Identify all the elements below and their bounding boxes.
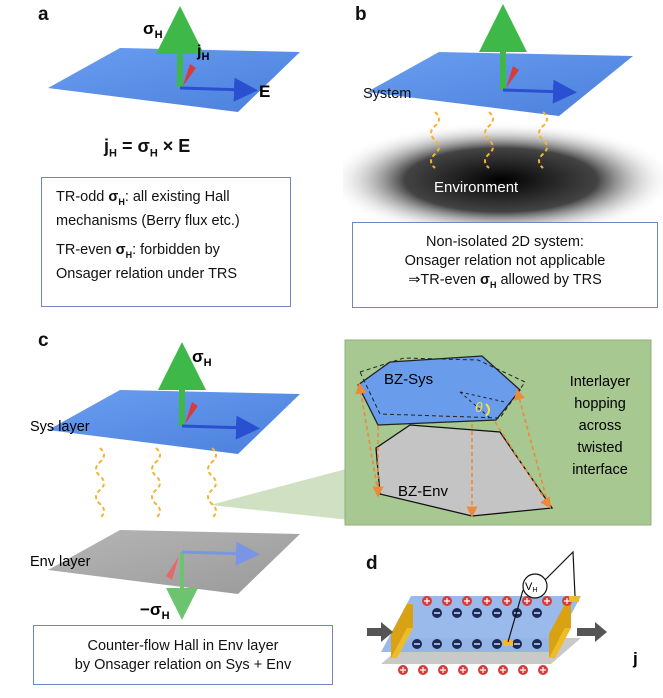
e-field-arrow — [179, 77, 258, 102]
panel-letter-a: a — [38, 4, 49, 25]
panel-a-graphic: σH jH E — [48, 6, 300, 112]
current-arrow — [183, 64, 196, 86]
svg-text:interface: interface — [572, 462, 628, 478]
voltmeter-icon — [522, 573, 548, 599]
hopping-arrows — [355, 382, 552, 518]
right-contact — [549, 628, 571, 658]
e-arrow-b — [502, 79, 577, 104]
current-out-arrow — [577, 622, 607, 642]
inset-description: Interlayer hopping across twisted interf… — [570, 374, 631, 478]
hall-equation: jH = σH × E — [104, 136, 191, 160]
current-arrow-b — [506, 66, 519, 88]
svg-text:Interlayer: Interlayer — [570, 374, 631, 390]
e-arrow-env — [181, 541, 260, 566]
hall-probe-bottom — [503, 640, 513, 646]
left-contact-face — [391, 604, 413, 658]
box-b-line2: Onsager relation not applicable — [404, 253, 606, 269]
environment-label: Environment — [434, 179, 519, 196]
left-contact — [391, 628, 413, 658]
twist-angle-lines — [459, 391, 506, 419]
charge-signs — [400, 598, 570, 673]
panel-b-graphic: System Environment — [343, 4, 663, 225]
current-label: j — [632, 649, 638, 668]
non-isolated-box: Non-isolated 2D system: Onsager relation… — [352, 222, 658, 308]
svg-text:twisted: twisted — [577, 440, 622, 456]
svg-text:hopping: hopping — [574, 396, 626, 412]
hall-device: j VH — [367, 550, 638, 675]
environment-cloud — [343, 122, 663, 225]
panel-c-graphic: σH Sys layer Env layer −σH — [30, 339, 652, 622]
tr-odd-text: TR-odd σH: all existing Hall mechanisms … — [56, 189, 240, 229]
svg-text:across: across — [579, 418, 622, 434]
hall-probe-top — [569, 596, 579, 602]
tr-box-a: TR-odd σH: all existing Hall mechanisms … — [41, 177, 291, 307]
device-sys-sheet — [381, 596, 581, 652]
box-c-line2: by Onsager relation on Sys + Env — [74, 657, 292, 673]
box-b-line1: Non-isolated 2D system: — [426, 234, 584, 250]
tr-even-text: TR-even σH: forbidden by Onsager relatio… — [56, 241, 238, 282]
e-label: E — [259, 82, 270, 101]
system-label: System — [363, 86, 411, 102]
panel-letter-b: b — [355, 4, 367, 25]
current-in-arrow — [367, 622, 393, 642]
inset-callout — [210, 468, 350, 520]
current-arrow-c — [185, 402, 198, 424]
counter-current-arrow — [166, 556, 179, 580]
sigma-label: σH — [143, 19, 163, 41]
neg-sigma-label: −σH — [140, 600, 170, 622]
box-b-line3: ⇒TR-even σH allowed by TRS — [408, 272, 602, 290]
env-layer-label: Env layer — [30, 554, 91, 570]
e-arrow-c — [181, 415, 260, 440]
bz-sys-label: BZ-Sys — [384, 371, 433, 388]
panel-letter-c: c — [38, 330, 49, 351]
theta-arc-icon — [485, 403, 490, 417]
counter-flow-box: Counter-flow Hall in Env layer by Onsage… — [33, 625, 333, 685]
bz-env-label: BZ-Env — [398, 483, 449, 500]
sys-layer-label: Sys layer — [30, 419, 90, 435]
box-c-line1: Counter-flow Hall in Env layer — [87, 638, 279, 654]
jh-label: jH — [196, 43, 209, 63]
voltmeter-wires — [507, 550, 576, 643]
theta-label: θ — [475, 399, 483, 415]
right-contact-face — [549, 604, 571, 658]
voltmeter-label: VH — [525, 581, 537, 594]
coupling-waves-c — [95, 447, 217, 519]
panel-letter-d: d — [366, 553, 378, 574]
sigma-label-c: σH — [192, 347, 212, 369]
